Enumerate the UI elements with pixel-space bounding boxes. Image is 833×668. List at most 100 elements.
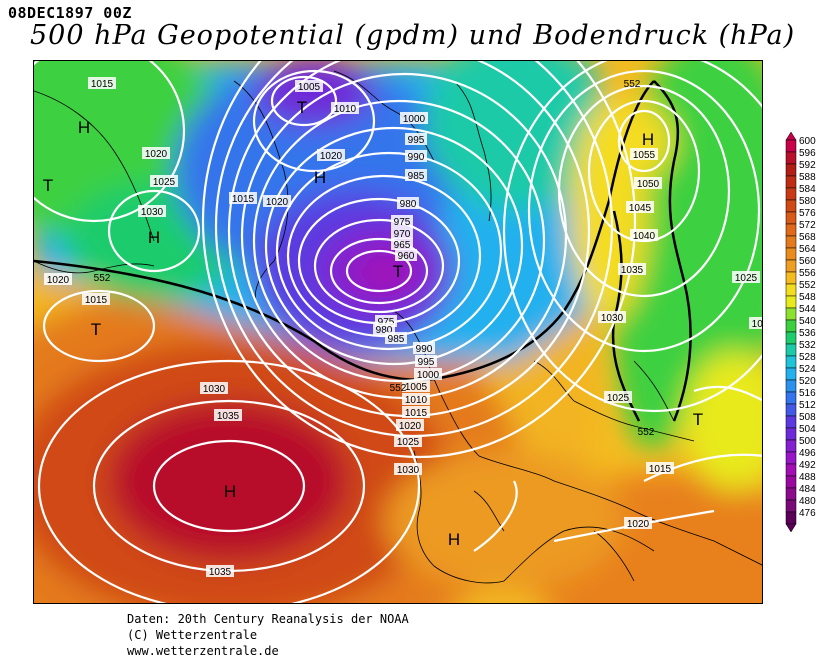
label-1015-nw: 1015: [88, 77, 116, 90]
legend-swatch-596: [785, 151, 797, 165]
legend-swatch-552: [785, 283, 797, 297]
map-title: 500 hPa Geopotential (gpdm) und Bodendru…: [30, 20, 796, 51]
legend-bottom-arrow: [785, 523, 797, 533]
label-text-T-low: T: [393, 262, 403, 281]
label-text-552-c: 552: [390, 383, 407, 394]
legend-level-504: 504: [799, 424, 816, 435]
legend-level-580: 580: [799, 196, 816, 207]
label-T-n: T: [297, 98, 307, 117]
legend-level-572: 572: [799, 220, 816, 231]
label-1015-s: 1015: [402, 406, 430, 419]
legend-swatch-532: [785, 343, 797, 357]
label-1010-s: 1010: [402, 393, 430, 406]
label-text-1055-e: 1055: [633, 150, 656, 161]
legend-swatch-500: [785, 439, 797, 453]
label-text-1010-s: 1010: [405, 395, 428, 406]
legend-swatch-476: [785, 511, 797, 525]
label-text-1025-nw: 1025: [153, 177, 176, 188]
label-H-nw: H: [78, 118, 90, 137]
label-1020-w: 1020: [44, 273, 72, 286]
label-text-990-s: 990: [416, 344, 433, 355]
label-text-1015-w: 1015: [85, 295, 108, 306]
label-text-552-se: 552: [638, 427, 655, 438]
legend-swatch-516: [785, 391, 797, 405]
legend-swatch-560: [785, 259, 797, 273]
label-text-1015-s: 1015: [405, 408, 428, 419]
label-text-1020-w: 1020: [47, 275, 70, 286]
legend-level-560: 560: [799, 256, 816, 267]
legend-level-508: 508: [799, 412, 816, 423]
label-H-az: H: [224, 482, 236, 501]
label-1020-nw: 1020: [142, 147, 170, 160]
label-text-102-edge: 102: [752, 319, 763, 330]
label-1020-n: 1020: [317, 149, 345, 162]
label-990-s: 990: [413, 342, 435, 355]
legend-level-516: 516: [799, 388, 816, 399]
label-text-1015-e: 1015: [649, 464, 672, 475]
legend-swatch-496: [785, 451, 797, 465]
legend-level-592: 592: [799, 160, 816, 171]
legend-level-492: 492: [799, 460, 816, 471]
credit-copyright: (C) Wetterzentrale: [127, 628, 258, 642]
label-text-1045-e: 1045: [629, 203, 652, 214]
legend-swatch-504: [785, 427, 797, 441]
legend-swatch-568: [785, 235, 797, 249]
label-995-s: 995: [415, 355, 437, 368]
label-1030-e: 1030: [598, 311, 626, 324]
legend-level-536: 536: [799, 328, 816, 339]
label-1025-e: 1025: [604, 391, 632, 404]
label-1045-e: 1045: [626, 201, 654, 214]
label-text-995-s: 995: [418, 357, 435, 368]
label-552-c: 552: [390, 383, 407, 394]
legend-level-476: 476: [799, 508, 816, 519]
legend-swatch-540: [785, 319, 797, 333]
label-text-995-c: 995: [408, 135, 425, 146]
label-text-985-s: 985: [388, 334, 405, 345]
label-text-1050-e: 1050: [637, 179, 660, 190]
label-text-1025-e: 1025: [607, 393, 630, 404]
label-H-gl: H: [148, 228, 160, 247]
legend-top-arrow: [785, 131, 797, 141]
label-text-1030-nw: 1030: [141, 207, 164, 218]
label-552-w: 552: [94, 273, 111, 284]
label-text-T-e: T: [693, 410, 703, 429]
label-990-c: 990: [405, 150, 427, 163]
label-text-980-s: 980: [376, 325, 393, 336]
legend-level-528: 528: [799, 352, 816, 363]
label-1005-s: 1005: [402, 380, 430, 393]
label-text-T-n: T: [297, 98, 307, 117]
label-102-edge: 102: [749, 317, 763, 330]
label-1030-nw: 1030: [138, 205, 166, 218]
label-text-990-c: 990: [408, 152, 425, 163]
label-text-1015-green: 1015: [232, 194, 255, 205]
label-text-1005-s: 1005: [405, 382, 428, 393]
height-labels: 552 552 552 552: [94, 79, 655, 438]
label-text-T-sw: T: [91, 320, 101, 339]
label-985-c: 985: [405, 169, 427, 182]
label-text-H-ne: H: [642, 130, 654, 149]
legend-level-600: 600: [799, 136, 816, 147]
label-T-sw: T: [91, 320, 101, 339]
label-text-1010-n: 1010: [334, 104, 357, 115]
label-text-1020-green: 1020: [266, 197, 289, 208]
legend-level-584: 584: [799, 184, 816, 195]
label-text-H-nw: H: [78, 118, 90, 137]
label-text-H-az: H: [224, 482, 236, 501]
label-text-552-w: 552: [94, 273, 111, 284]
label-980-c: 980: [397, 197, 419, 210]
legend-swatch-524: [785, 367, 797, 381]
legend-level-480: 480: [799, 496, 816, 507]
legend-level-500: 500: [799, 436, 816, 447]
label-985-s: 985: [385, 332, 407, 345]
label-text-960-c: 960: [398, 251, 415, 262]
label-text-1035-az: 1035: [217, 411, 240, 422]
legend-swatch-548: [785, 295, 797, 309]
label-1020-s: 1020: [396, 419, 424, 432]
legend-level-596: 596: [799, 148, 816, 159]
label-1025-nw: 1025: [150, 175, 178, 188]
label-text-965-c: 965: [394, 240, 411, 251]
legend-level-588: 588: [799, 172, 816, 183]
legend-swatch-520: [785, 379, 797, 393]
label-text-H-sp: H: [448, 530, 460, 549]
legend-level-552: 552: [799, 280, 816, 291]
